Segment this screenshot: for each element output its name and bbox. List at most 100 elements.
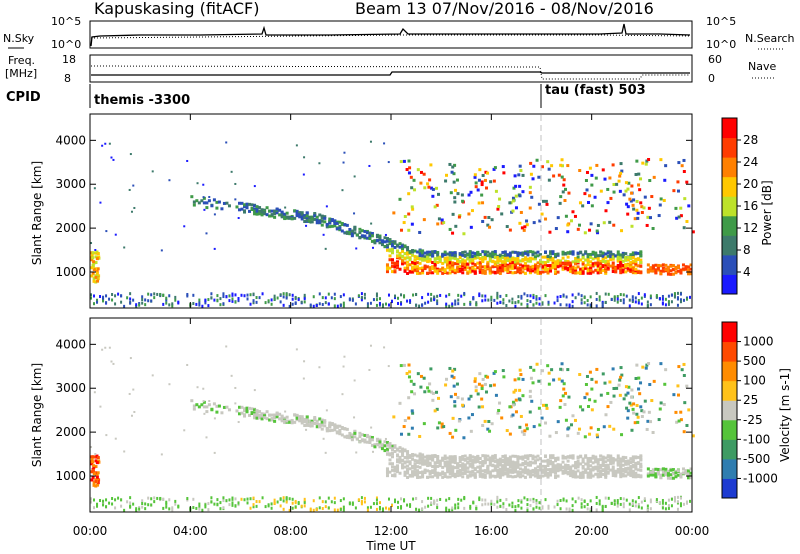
velocity-cell [629, 403, 633, 407]
power-cell [433, 267, 437, 271]
velocity-cell [554, 469, 558, 473]
power-cell [526, 303, 529, 307]
velocity-cell [576, 469, 580, 473]
velocity-cell [533, 468, 537, 472]
power-cell [591, 264, 595, 268]
velocity-cell [431, 470, 435, 474]
power-cell [401, 244, 405, 248]
velocity-cell [521, 394, 525, 398]
power-cell [476, 252, 480, 256]
velocity-cell [544, 421, 548, 425]
velocity-cell [90, 500, 92, 504]
velocity-cell [533, 474, 537, 478]
power-cell [536, 250, 540, 254]
velocity-cell [498, 463, 502, 467]
colorbar-swatch [722, 419, 737, 440]
velocity-cell [418, 465, 422, 469]
power-cell [513, 250, 517, 254]
power-cell [646, 300, 649, 304]
power-cell [222, 295, 225, 299]
velocity-cell [132, 502, 135, 506]
power-cell [564, 251, 568, 255]
power-cell [496, 291, 499, 295]
velocity-cell [412, 382, 416, 386]
power-cell [387, 293, 390, 297]
velocity-cell [481, 498, 484, 502]
power-cell [609, 196, 613, 200]
velocity-cell [574, 472, 578, 476]
velocity-cell [532, 497, 535, 501]
power-cell [461, 267, 465, 271]
velocity-cell [141, 499, 144, 503]
velocity-cell [412, 497, 415, 501]
power-cell [383, 142, 386, 145]
power-cell [681, 267, 685, 271]
velocity-cell [493, 464, 497, 468]
power-cell [419, 170, 423, 174]
power-cell [90, 293, 92, 297]
velocity-cell [436, 475, 440, 479]
velocity-cell [599, 469, 603, 473]
velocity-cell [513, 461, 517, 465]
velocity-cell [508, 432, 512, 436]
velocity-cell [562, 497, 565, 501]
power-cell [406, 271, 410, 275]
velocity-cell [250, 407, 254, 411]
velocity-cell [278, 412, 282, 416]
velocity-cell [629, 465, 633, 469]
velocity-cell [628, 508, 631, 512]
power-cell [360, 292, 363, 296]
power-cell [516, 270, 520, 274]
power-cell [533, 264, 537, 268]
power-cell [290, 217, 294, 221]
x-tick-label: 16:00 [474, 524, 509, 538]
velocity-cell [601, 468, 605, 472]
power-cell [546, 257, 550, 261]
velocity-cell [616, 454, 620, 458]
power-cell [526, 257, 530, 261]
power-cell [603, 177, 607, 181]
velocity-cell [448, 475, 452, 479]
power-cell [676, 180, 680, 184]
velocity-cell [620, 433, 624, 437]
power-cell [506, 256, 510, 260]
power-cell [576, 265, 580, 269]
power-cell [451, 270, 455, 274]
power-cell [498, 197, 502, 201]
velocity-cell [501, 469, 505, 473]
velocity-cell [255, 409, 259, 413]
power-cell [467, 193, 471, 197]
velocity-cell [488, 456, 492, 460]
power-cell [305, 219, 309, 223]
velocity-cell [496, 468, 500, 472]
power-cell [101, 144, 104, 147]
velocity-cell [436, 464, 440, 468]
power-cell [639, 264, 643, 268]
power-cell [649, 216, 653, 220]
power-cell [385, 245, 389, 249]
power-cell [230, 170, 233, 173]
velocity-cell [638, 392, 642, 396]
velocity-cell [255, 416, 259, 420]
power-cell [586, 271, 590, 275]
power-cell [682, 226, 686, 230]
velocity-cell [622, 497, 625, 501]
power-cell [448, 271, 452, 275]
velocity-cell [308, 419, 312, 423]
power-cell [525, 219, 529, 223]
power-cell [360, 234, 364, 238]
velocity-cell [463, 471, 467, 475]
velocity-cell [445, 498, 448, 502]
velocity-cell [403, 498, 406, 502]
velocity-cell [498, 461, 502, 465]
power-cell [243, 209, 247, 213]
power-cell [635, 208, 639, 212]
velocity-cell [571, 504, 574, 508]
power-cell [503, 260, 507, 264]
velocity-cell [541, 469, 545, 473]
velocity-cell [578, 373, 582, 377]
power-cell [333, 224, 337, 228]
velocity-cell [463, 457, 467, 461]
power-cell [481, 260, 485, 264]
velocity-cell [279, 504, 282, 508]
